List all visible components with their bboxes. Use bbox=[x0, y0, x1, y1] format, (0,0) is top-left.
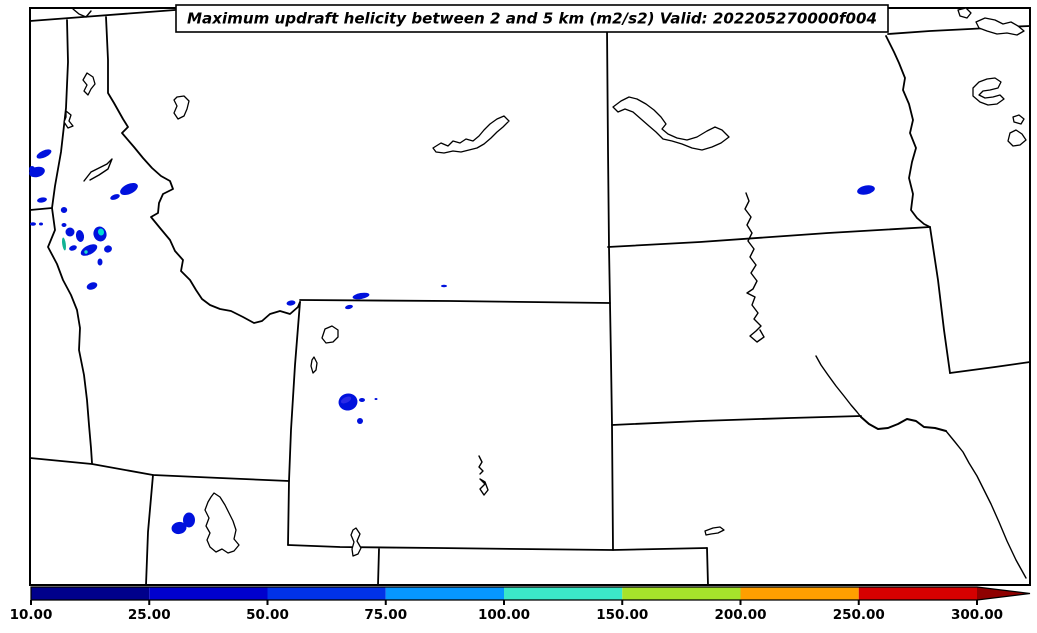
helicity-blob bbox=[62, 237, 66, 251]
lake-pathfinder bbox=[479, 478, 489, 496]
lake-fort-peck bbox=[432, 115, 510, 154]
colorbar-tick-label: 25.00 bbox=[128, 607, 171, 623]
lake-bear bbox=[350, 527, 362, 557]
border-idaho-montana bbox=[105, 16, 301, 324]
border-nd-mn-red-river bbox=[885, 35, 931, 228]
colorbar-segment bbox=[858, 587, 977, 600]
lake-sakakawea bbox=[612, 96, 730, 151]
lake-great-salt bbox=[204, 492, 240, 554]
helicity-blob bbox=[97, 228, 105, 236]
border-nd-sd bbox=[607, 226, 931, 248]
helicity-blob bbox=[352, 292, 370, 300]
lake-canada-1 bbox=[957, 7, 972, 19]
colorbar-tick-label: 100.00 bbox=[478, 607, 530, 623]
lake-mcconaughy bbox=[704, 526, 725, 536]
state-borders bbox=[29, 9, 1031, 586]
river-missouri-sd-ne bbox=[860, 416, 947, 432]
colorbar-segment bbox=[504, 587, 623, 600]
updraft-helicity-blobs bbox=[29, 149, 875, 535]
border-sd-mn bbox=[929, 226, 951, 374]
figure-title: Maximum updraft helicity between 2 and 5… bbox=[187, 10, 877, 28]
helicity-blob bbox=[30, 222, 36, 226]
helicity-blob bbox=[286, 300, 296, 306]
colorbar-segment bbox=[149, 587, 268, 600]
colorbar-outline bbox=[30, 586, 1031, 601]
river-missouri-ne-ia bbox=[945, 430, 1027, 579]
helicity-blob bbox=[84, 250, 88, 254]
helicity-blob bbox=[171, 521, 187, 535]
lake-red-lakes bbox=[972, 77, 1005, 106]
colorbar-tick-label: 250.00 bbox=[833, 607, 885, 623]
colorbar-overflow-arrow bbox=[977, 587, 1030, 600]
lakes bbox=[63, 7, 1027, 557]
helicity-blob bbox=[441, 284, 447, 288]
rivers bbox=[72, 8, 1027, 579]
lake-coeur-dalene bbox=[63, 110, 74, 129]
helicity-blob bbox=[39, 222, 43, 226]
helicity-blob bbox=[75, 230, 85, 242]
border-montana-wyoming bbox=[299, 299, 611, 304]
lake-pend-oreille bbox=[82, 72, 96, 96]
helicity-blob bbox=[110, 194, 120, 200]
border-co-ne bbox=[706, 547, 709, 586]
helicity-blob bbox=[374, 398, 378, 400]
colorbar-segment bbox=[622, 587, 741, 600]
title-box: Maximum updraft helicity between 2 and 5… bbox=[175, 4, 889, 33]
lake-jackson bbox=[310, 356, 318, 374]
river-lake-oahe bbox=[744, 192, 765, 343]
colorbar-segment bbox=[385, 587, 504, 600]
border-104w bbox=[606, 27, 614, 551]
colorbar-tick-label: 50.00 bbox=[246, 607, 289, 623]
lake-canada-2 bbox=[975, 17, 1025, 36]
border-canada-west bbox=[29, 9, 176, 22]
river-salmon bbox=[83, 158, 113, 182]
lake-seminoe bbox=[478, 455, 484, 475]
border-idaho-west bbox=[29, 19, 93, 464]
helicity-blob bbox=[359, 398, 365, 402]
helicity-blob bbox=[86, 282, 98, 290]
border-ut-co bbox=[377, 548, 380, 586]
colorbar-segment bbox=[31, 587, 150, 600]
helicity-blob bbox=[36, 149, 52, 159]
colorbar: 10.00 25.00 50.00 75.00 100.00 150.00 200.00 25… bbox=[10, 586, 1031, 623]
helicity-blob bbox=[97, 258, 103, 266]
helicity-blob bbox=[65, 227, 75, 237]
lake-yellowstone bbox=[321, 325, 339, 344]
helicity-blob bbox=[345, 304, 353, 310]
border-41n bbox=[287, 544, 708, 551]
map-frame bbox=[29, 7, 1031, 586]
helicity-blob bbox=[29, 166, 35, 172]
helicity-blob bbox=[61, 223, 67, 227]
colorbar-tick-label: 10.00 bbox=[10, 607, 53, 623]
colorbar-tick-label: 150.00 bbox=[596, 607, 648, 623]
colorbar-tick-label: 200.00 bbox=[714, 607, 766, 623]
helicity-blob bbox=[104, 245, 112, 253]
border-mn-ia bbox=[949, 361, 1031, 374]
border-wyoming-west bbox=[287, 301, 301, 546]
colorbar-tick-label: 300.00 bbox=[951, 607, 1003, 623]
river-missouri-sd bbox=[815, 355, 862, 418]
colorbar-tick-label: 75.00 bbox=[364, 607, 407, 623]
lake-flathead bbox=[173, 95, 190, 120]
helicity-blob bbox=[340, 396, 352, 404]
helicity-blob bbox=[183, 512, 195, 528]
lake-mn-small-1 bbox=[1012, 114, 1025, 125]
border-nv-ut bbox=[145, 474, 154, 586]
helicity-blob bbox=[60, 207, 68, 213]
helicity-blob bbox=[37, 197, 47, 203]
helicity-blob bbox=[120, 182, 138, 196]
border-sd-ne bbox=[611, 415, 862, 426]
colorbar-segment bbox=[267, 587, 386, 600]
helicity-blob bbox=[857, 185, 875, 195]
colorbar-segment bbox=[740, 587, 859, 600]
lake-mn-small-2 bbox=[1007, 129, 1027, 147]
helicity-blob bbox=[357, 418, 363, 424]
border-42n bbox=[29, 457, 290, 482]
helicity-blob bbox=[69, 245, 77, 251]
title-box-frame bbox=[175, 4, 889, 33]
river-canada-topleft bbox=[72, 8, 92, 18]
